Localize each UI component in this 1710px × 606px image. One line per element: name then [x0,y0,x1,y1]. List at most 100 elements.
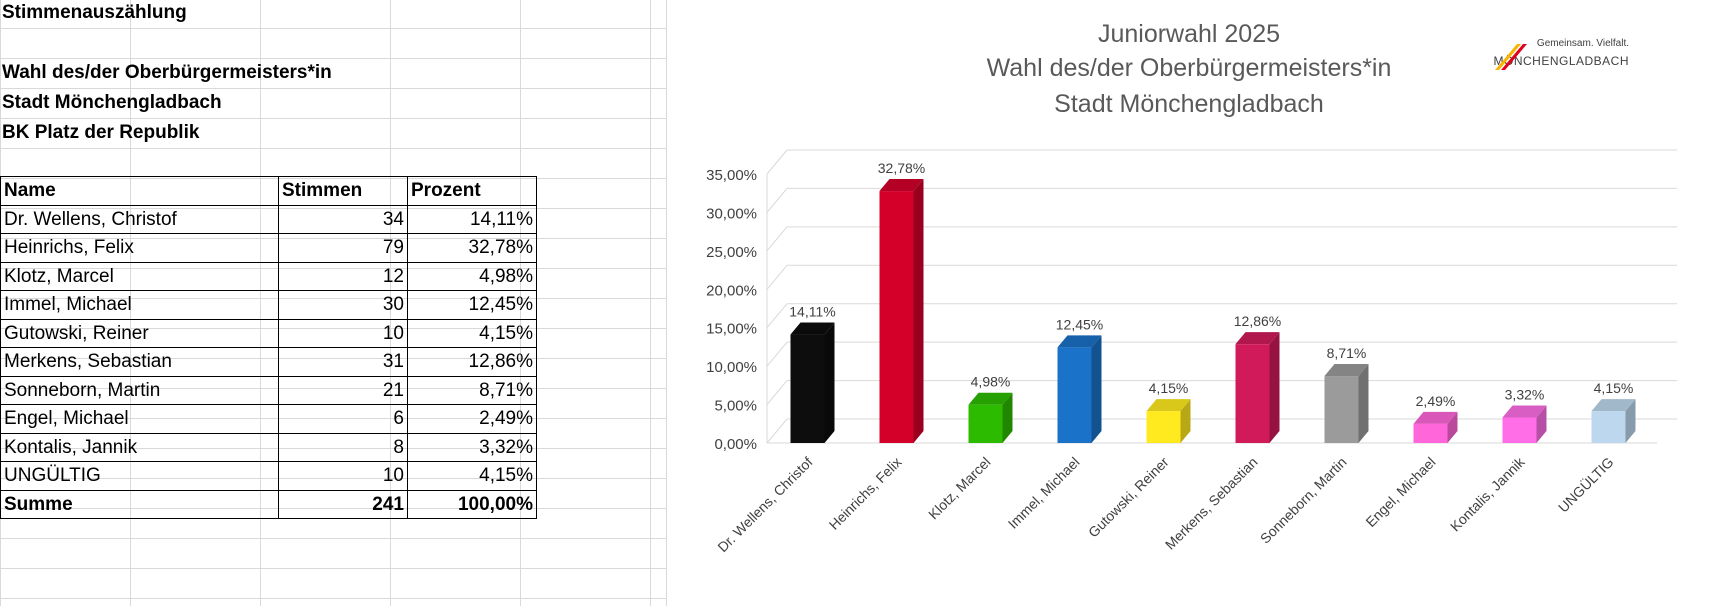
gridline-side [766,380,788,405]
votes-cell[interactable]: 6 [278,404,408,434]
bar-side [1180,399,1191,443]
bar-side [1002,392,1013,443]
data-label: 4,15% [1594,380,1634,396]
candidate-name-cell[interactable]: Dr. Wellens, Christof [0,204,279,234]
chart-title-line-1: Juniorwahl 2025 [1097,20,1281,48]
column-header-percent[interactable]: Prozent [407,176,537,206]
data-label: 4,98% [971,374,1011,390]
bar-side [1625,399,1636,443]
table-row: Dr. Wellens, Christof 34 14,11% [0,204,537,234]
candidate-name-cell[interactable]: Immel, Michael [0,290,279,320]
y-tick-label: 30,00% [706,205,757,222]
percent-cell[interactable]: 4,98% [407,261,537,291]
votes-cell[interactable]: 34 [278,204,408,234]
chart-area[interactable]: Juniorwahl 2025 Wahl des/der Oberbürgerm… [666,0,1710,606]
table-row: Engel, Michael 6 2,49% [0,404,537,434]
bar [1413,423,1448,443]
candidate-name-cell[interactable]: Merkens, Sebastian [0,347,279,377]
percent-cell[interactable]: 32,78% [407,233,537,263]
percent-cell[interactable]: 14,11% [407,204,537,234]
x-tick-label: Gutowski, Reiner [1085,454,1172,541]
gridline-side [766,341,788,367]
data-label: 2,49% [1416,393,1456,409]
percent-cell[interactable]: 12,86% [407,347,537,377]
bar-top [1057,335,1102,348]
x-tick-label: UNGÜLTIG [1554,453,1616,515]
x-tick-label: Heinrichs, Felix [826,454,905,533]
total-percent[interactable]: 100,00% [407,489,537,519]
votes-cell[interactable]: 30 [278,290,408,320]
candidate-name-cell[interactable]: Engel, Michael [0,404,279,434]
gridline-side [766,188,788,213]
sheet-line-location: BK Platz der Republik [2,122,200,143]
y-tick-label: 10,00% [706,359,757,376]
bar-side [1091,335,1102,443]
votes-cell[interactable]: 21 [278,375,408,405]
votes-cell[interactable]: 31 [278,347,408,377]
table-row: Klotz, Marcel 12 4,98% [0,261,537,291]
gridline-side [766,418,788,444]
gridline-side [766,264,788,290]
votes-cell[interactable]: 79 [278,233,408,263]
candidate-name-cell[interactable]: Heinrichs, Felix [0,233,279,263]
data-label: 8,71% [1327,345,1367,361]
bar [1235,344,1270,443]
x-tick-label: Dr. Wellens, Christof [714,454,815,555]
bar [790,334,825,443]
percent-cell[interactable]: 3,32% [407,432,537,462]
candidate-name-cell[interactable]: Klotz, Marcel [0,261,279,291]
data-label: 14,11% [789,304,835,320]
candidate-name-cell[interactable]: UNGÜLTIG [0,461,279,491]
bar [1502,417,1537,443]
data-label: 12,45% [1056,316,1103,332]
column-header-name[interactable]: Name [0,176,279,206]
candidate-name-cell[interactable]: Sonneborn, Martin [0,375,279,405]
x-tick-label: Merkens, Sebastian [1162,454,1261,553]
votes-cell[interactable]: 8 [278,432,408,462]
y-tick-label: 0,00% [714,436,757,453]
percent-cell[interactable]: 12,45% [407,290,537,320]
logo-tagline: Gemeinsam. Vielfalt. [1536,38,1629,49]
votes-table: Name Stimmen Prozent Dr. Wellens, Christ… [0,176,537,519]
y-tick-label: 5,00% [714,398,757,415]
candidate-name-cell[interactable]: Kontalis, Jannik [0,432,279,462]
bar-side [1447,411,1458,443]
bar [1057,347,1092,443]
bar-top [1591,399,1636,412]
votes-cell[interactable]: 12 [278,261,408,291]
x-tick-label: Engel, Michael [1362,454,1438,530]
total-votes[interactable]: 241 [278,489,408,519]
city-logo: Gemeinsam. Vielfalt. MÖNCHENGLADBACH [1487,38,1667,78]
x-tick-label: Klotz, Marcel [925,454,994,523]
bar-chart: 0,00% 5,00% 10,00% 15,00% 20,00% 25,00% 30,00%… [706,149,1677,555]
gridline-side [766,226,788,252]
bar-side [1536,405,1547,443]
percent-cell[interactable]: 4,15% [407,318,537,348]
table-row: UNGÜLTIG 10 4,15% [0,461,537,491]
bar-side [824,322,835,443]
percent-cell[interactable]: 2,49% [407,404,537,434]
bar-top [968,392,1013,405]
data-label: 32,78% [878,160,925,176]
bar [968,404,1003,443]
table-row: Immel, Michael 30 12,45% [0,290,537,320]
votes-cell[interactable]: 10 [278,461,408,491]
candidate-name-cell[interactable]: Gutowski, Reiner [0,318,279,348]
percent-cell[interactable]: 4,15% [407,461,537,491]
chart-title-line-3: Stadt Mönchengladbach [1054,90,1324,118]
table-row: Kontalis, Jannik 8 3,32% [0,432,537,462]
column-header-votes[interactable]: Stimmen [278,176,408,206]
percent-cell[interactable]: 8,71% [407,375,537,405]
bar-top [1324,364,1369,377]
chart-title-line-2: Wahl des/der Oberbürgermeisters*in [986,54,1392,82]
logo-city: MÖNCHENGLADBACH [1493,54,1629,68]
bar [1146,411,1181,443]
total-label[interactable]: Summe [0,489,279,519]
bar-top [1413,411,1458,424]
data-label: 3,32% [1505,386,1545,402]
x-tick-label: Sonneborn, Martin [1257,454,1350,547]
votes-cell[interactable]: 10 [278,318,408,348]
table-row: Gutowski, Reiner 10 4,15% [0,318,537,348]
y-tick-label: 25,00% [706,244,757,261]
table-row: Merkens, Sebastian 31 12,86% [0,347,537,377]
